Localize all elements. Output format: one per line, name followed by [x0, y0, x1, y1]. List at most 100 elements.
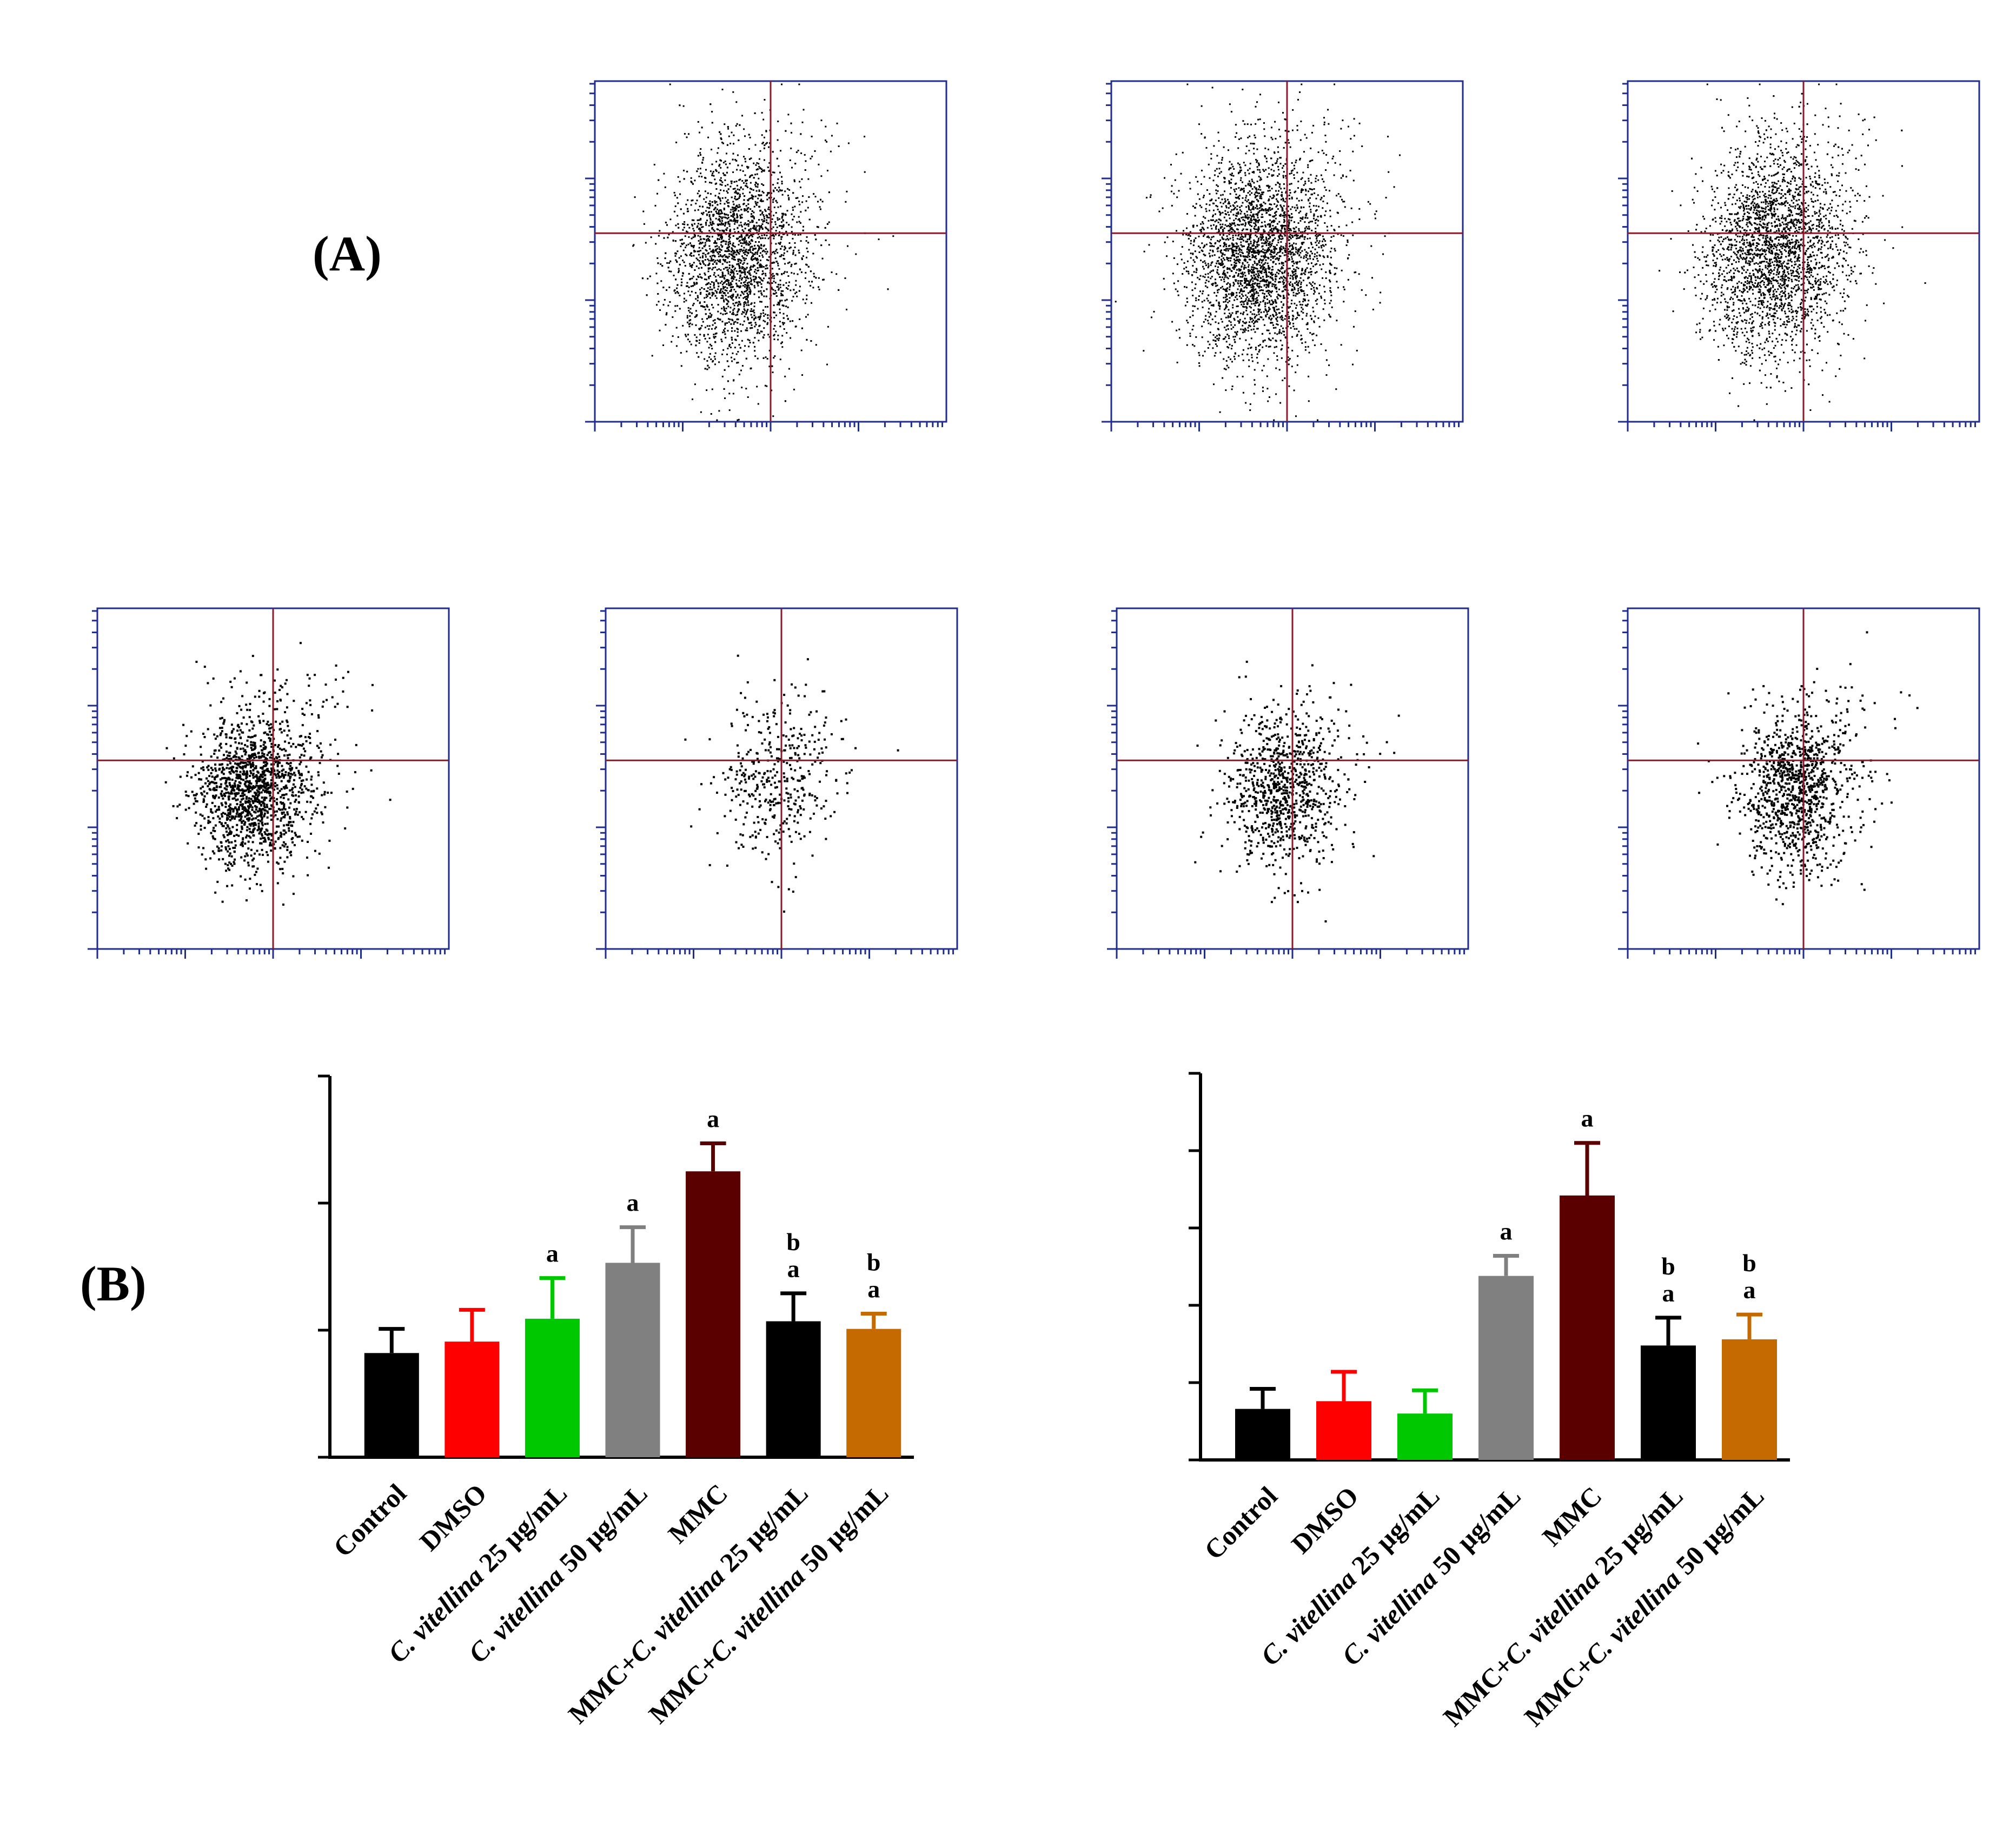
cell-dot — [802, 298, 804, 301]
cell-dot — [800, 211, 802, 213]
cell-dot — [1186, 320, 1188, 322]
cell-dot — [1277, 242, 1279, 243]
cell-dot — [742, 170, 744, 172]
cell-dot — [781, 304, 784, 307]
cell-dot — [747, 302, 749, 304]
cell-dot — [1297, 283, 1299, 285]
cell-dot — [733, 258, 735, 261]
cell-dot — [669, 260, 672, 262]
cell-dot — [699, 241, 701, 243]
cell-dot — [712, 267, 714, 269]
cell-dot — [1283, 225, 1285, 227]
cell-dot — [777, 302, 779, 303]
cell-dot — [750, 290, 752, 293]
cell-dot — [828, 221, 830, 223]
cell-dot — [685, 300, 687, 302]
cell-dot — [1272, 301, 1275, 303]
cell-dot — [773, 197, 775, 200]
cell-dot — [777, 219, 779, 221]
cell-dot — [1268, 187, 1270, 189]
cell-dot — [728, 283, 730, 285]
cell-dot — [715, 332, 718, 334]
cell-dot — [745, 180, 747, 182]
cell-dot — [747, 295, 749, 297]
cell-dot — [1257, 302, 1259, 303]
cell-dot — [698, 227, 700, 229]
cell-dot — [733, 250, 735, 252]
cell-dot — [746, 263, 748, 265]
cell-dot — [1226, 235, 1228, 237]
cell-dot — [1270, 256, 1272, 258]
cell-dot — [725, 241, 727, 243]
cell-dot — [709, 255, 712, 257]
cell-dot — [794, 234, 796, 236]
cell-dot — [1258, 313, 1260, 315]
cell-dot — [767, 260, 770, 261]
cell-dot — [723, 306, 725, 308]
cell-dot — [739, 194, 741, 196]
cell-dot — [1296, 263, 1298, 265]
cell-dot — [697, 275, 699, 277]
cell-dot — [846, 190, 848, 192]
cell-dot — [699, 131, 700, 134]
cell-dot — [661, 265, 664, 267]
cell-dot — [699, 302, 701, 304]
cell-dot — [777, 206, 779, 208]
cell-dot — [657, 293, 659, 295]
cell-dot — [739, 323, 741, 326]
cell-dot — [738, 344, 740, 346]
cell-dot — [678, 268, 680, 270]
cell-dot — [1253, 201, 1255, 203]
cell-dot — [765, 356, 767, 358]
cell-dot — [793, 388, 795, 390]
cell-dot — [1290, 172, 1292, 174]
cell-dot — [810, 340, 812, 342]
cell-dot — [1275, 287, 1277, 289]
cell-dot — [1293, 164, 1295, 167]
cell-dot — [782, 290, 784, 292]
cell-dot — [763, 327, 765, 329]
cell-dot — [707, 364, 709, 367]
cell-dot — [780, 290, 782, 292]
cell-dot — [701, 226, 703, 228]
cell-dot — [774, 325, 776, 327]
cell-dot — [1333, 174, 1335, 176]
cell-dot — [784, 300, 786, 302]
cell-dot — [771, 228, 773, 230]
cell-dot — [805, 209, 807, 211]
cell-dot — [748, 158, 751, 160]
cell-dot — [760, 264, 762, 266]
cell-dot — [1242, 228, 1244, 230]
cell-dot — [708, 293, 710, 295]
cell-dot — [1323, 319, 1325, 321]
cell-dot — [1211, 87, 1213, 89]
cell-dot — [751, 220, 753, 222]
cell-dot — [727, 301, 730, 303]
cell-dot — [1233, 258, 1235, 261]
cell-dot — [705, 210, 707, 212]
cell-dot — [651, 355, 653, 357]
cell-dot — [1246, 248, 1248, 250]
cell-dot — [721, 340, 723, 342]
cell-dot — [754, 355, 757, 357]
cell-dot — [1262, 390, 1264, 392]
cell-dot — [736, 263, 738, 265]
cell-dot — [783, 252, 785, 254]
cell-dot — [1317, 419, 1318, 421]
cell-dot — [727, 243, 730, 245]
cell-dot — [811, 155, 813, 157]
cell-dot — [1207, 273, 1209, 275]
cell-dot — [730, 274, 732, 276]
cell-dot — [1221, 255, 1223, 257]
cell-dot — [1271, 138, 1274, 141]
cell-dot — [825, 140, 826, 142]
cell-dot — [749, 249, 751, 251]
cell-dot — [1317, 224, 1319, 227]
cell-dot — [734, 196, 736, 197]
cell-dot — [647, 277, 649, 280]
cell-dot — [761, 330, 763, 333]
cell-dot — [1203, 247, 1205, 249]
cell-dot — [714, 242, 715, 244]
cell-dot — [779, 300, 781, 302]
cell-dot — [1272, 197, 1275, 199]
